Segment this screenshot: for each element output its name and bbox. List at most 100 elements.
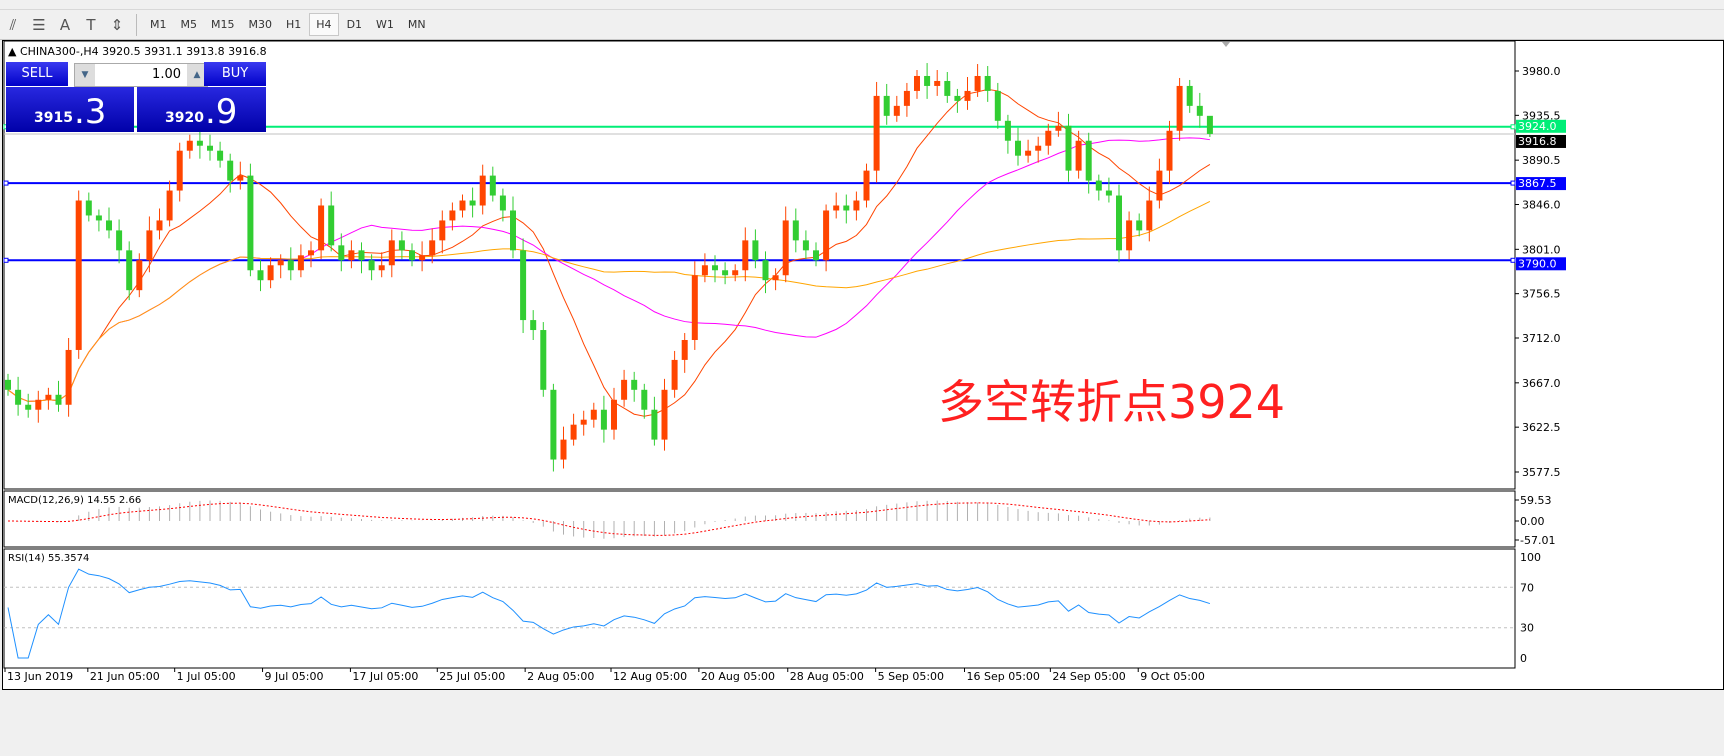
candle bbox=[358, 242, 365, 274]
candle-body bbox=[1004, 120, 1011, 141]
chart-annotation-text[interactable]: 多空转折点3924 bbox=[938, 375, 1286, 429]
candle-body bbox=[732, 270, 739, 276]
candle-body bbox=[1176, 85, 1183, 131]
candle-body bbox=[1025, 150, 1032, 156]
candle-body bbox=[792, 220, 799, 241]
sell-button[interactable]: SELL bbox=[6, 62, 68, 86]
candle bbox=[146, 216, 153, 273]
arrows-icon[interactable]: ⇕ bbox=[110, 15, 124, 34]
hline-price-tag bbox=[1516, 177, 1566, 191]
candle-body bbox=[398, 240, 405, 251]
y-tick-label: 3935.5 bbox=[1522, 109, 1561, 122]
text-label-icon[interactable]: T bbox=[86, 15, 96, 34]
candle-body bbox=[520, 250, 527, 321]
candle bbox=[136, 253, 143, 298]
candle-body bbox=[934, 80, 941, 86]
candle bbox=[621, 369, 628, 407]
timeframe-w1-button[interactable]: W1 bbox=[376, 18, 394, 31]
candle bbox=[267, 257, 274, 289]
macd-label: MACD(12,26,9) 14.55 2.66 bbox=[8, 495, 142, 506]
x-tick-label: 28 Aug 05:00 bbox=[790, 670, 864, 683]
buy-button[interactable]: BUY bbox=[204, 62, 266, 86]
candle bbox=[530, 310, 537, 340]
timeframe-m15-button[interactable]: M15 bbox=[211, 18, 235, 31]
fibonacci-icon[interactable]: ☰ bbox=[32, 15, 46, 34]
candle bbox=[833, 192, 840, 219]
candle bbox=[903, 82, 910, 117]
collapse-triangle-icon[interactable]: ▲ bbox=[8, 45, 20, 58]
candle bbox=[287, 247, 294, 281]
candle-body bbox=[217, 150, 224, 161]
hline-handle bbox=[1510, 257, 1516, 263]
candle bbox=[782, 206, 789, 283]
candle-body bbox=[318, 205, 325, 251]
candle-body bbox=[873, 95, 880, 171]
candle bbox=[560, 426, 567, 469]
candle bbox=[126, 241, 133, 301]
candle-body bbox=[277, 260, 284, 266]
buy-price[interactable]: 3920 .9 bbox=[137, 87, 266, 132]
text-icon[interactable]: A bbox=[59, 15, 71, 34]
candle bbox=[914, 70, 920, 99]
candle-body bbox=[762, 260, 769, 281]
lot-decrease-icon[interactable]: ▼ bbox=[75, 64, 95, 86]
candle bbox=[55, 380, 62, 412]
candle bbox=[893, 95, 900, 122]
candle bbox=[388, 229, 395, 278]
candle bbox=[752, 229, 759, 269]
candle-body bbox=[237, 175, 244, 181]
candle bbox=[328, 191, 335, 252]
candle bbox=[1105, 177, 1112, 203]
candle bbox=[338, 233, 345, 272]
x-tick-label: 21 Jun 05:00 bbox=[90, 670, 160, 683]
timeframe-m5-button[interactable]: M5 bbox=[180, 18, 198, 31]
y-tick-label: 3801.0 bbox=[1522, 243, 1561, 256]
candle bbox=[722, 262, 729, 285]
timeframe-h4-button[interactable]: H4 bbox=[309, 13, 339, 36]
timeframe-h1-button[interactable]: H1 bbox=[286, 18, 302, 31]
symbol-ohlc-line: ▲ CHINA300-,H4 3920.5 3931.1 3913.8 3916… bbox=[8, 45, 267, 58]
macd-tick-label: 0.00 bbox=[1520, 515, 1545, 528]
candle-body bbox=[641, 389, 648, 410]
timeframe-mn-button[interactable]: MN bbox=[407, 18, 426, 31]
timeframe-m1-button[interactable]: M1 bbox=[150, 18, 167, 31]
timeframe-d1-button[interactable]: D1 bbox=[346, 18, 363, 31]
candle-body bbox=[631, 379, 638, 390]
fibonacci-fan-icon[interactable]: ⫽ bbox=[9, 15, 17, 34]
candle bbox=[1015, 127, 1021, 166]
candle-body bbox=[661, 389, 668, 440]
candle-body bbox=[984, 75, 991, 91]
rsi-tick-label: 30 bbox=[1520, 622, 1534, 635]
candle bbox=[429, 228, 436, 264]
candle-body bbox=[25, 404, 32, 410]
lot-size-stepper[interactable]: ▼ 1.00 ▲ bbox=[74, 63, 208, 87]
candle-body bbox=[772, 275, 779, 281]
candle bbox=[691, 261, 698, 350]
rsi-line bbox=[7, 568, 1211, 659]
candle-body bbox=[449, 210, 456, 221]
lot-increase-icon[interactable]: ▲ bbox=[187, 64, 207, 86]
candle-body bbox=[1015, 140, 1021, 156]
candle-body bbox=[671, 359, 678, 390]
timeframe-m30-button[interactable]: M30 bbox=[248, 18, 273, 31]
candle bbox=[318, 198, 325, 260]
hline-handle bbox=[3, 180, 9, 186]
candle bbox=[1035, 136, 1042, 163]
candle bbox=[308, 241, 314, 268]
candle bbox=[883, 83, 890, 125]
candle bbox=[1045, 123, 1052, 155]
candle-body bbox=[5, 379, 11, 390]
candle bbox=[843, 194, 850, 224]
candle bbox=[1166, 120, 1173, 184]
candle-body bbox=[994, 90, 1001, 121]
y-tick-label: 3980.0 bbox=[1522, 65, 1561, 78]
sell-price[interactable]: 3915 .3 bbox=[6, 87, 134, 132]
candle-body bbox=[368, 260, 375, 271]
candle bbox=[823, 204, 830, 272]
candle bbox=[540, 322, 547, 397]
lot-size-input[interactable]: 1.00 bbox=[152, 67, 181, 82]
chart-window[interactable] bbox=[2, 40, 1724, 690]
y-tick-label: 3577.5 bbox=[1522, 466, 1561, 479]
candle-body bbox=[651, 409, 658, 440]
